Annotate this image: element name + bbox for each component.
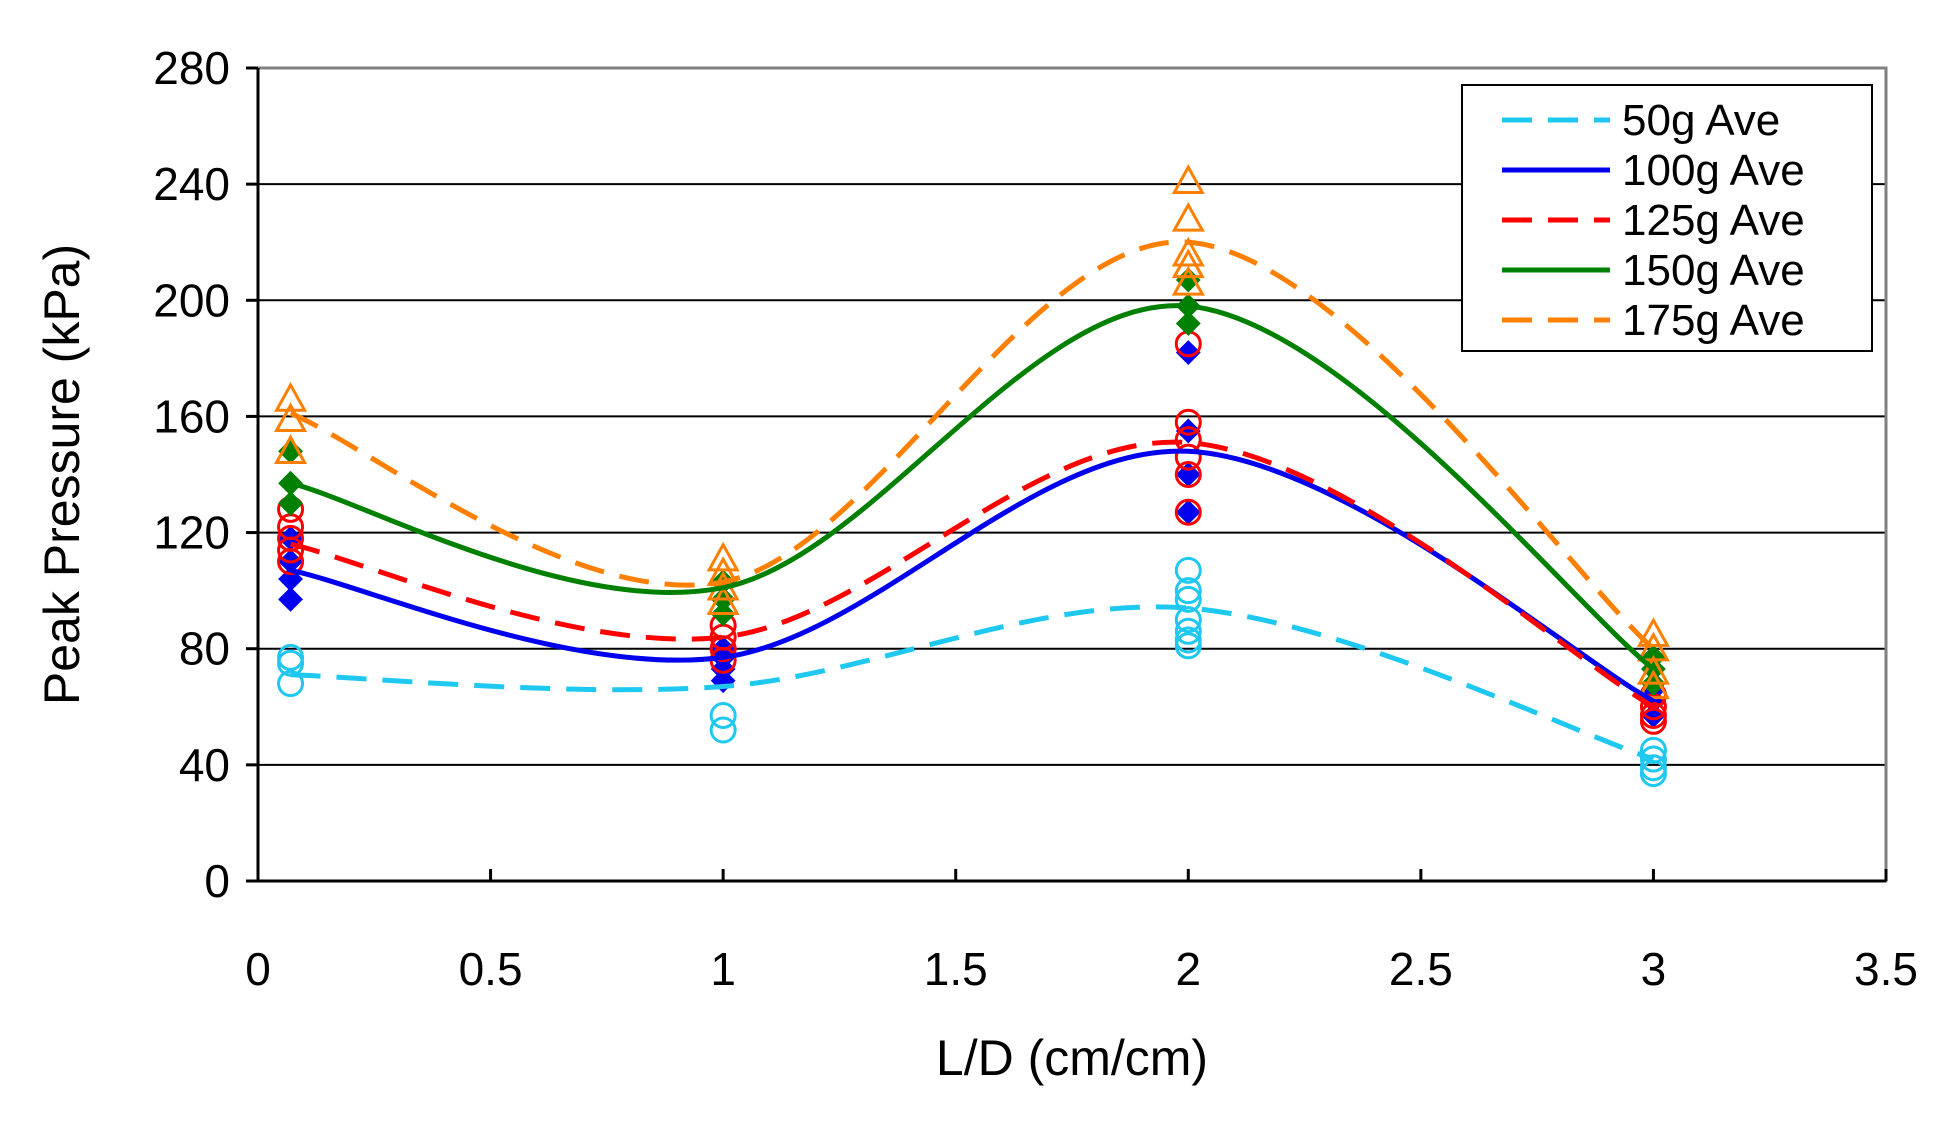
data-point-50g-ave (709, 701, 737, 729)
data-point-175g-ave (1636, 654, 1670, 685)
legend-label-150g-ave: 150g Ave (1622, 246, 1805, 295)
y-axis-title: Peak Pressure (kPa) (34, 244, 90, 705)
data-point-175g-ave (1171, 164, 1205, 194)
data-point-175g-ave (1171, 201, 1205, 232)
data-point-50g-ave (1174, 617, 1202, 645)
data-point-50g-ave (1639, 760, 1667, 788)
data-point-100g-ave (1175, 340, 1201, 365)
data-point-175g-ave (274, 434, 308, 464)
average-line-125g-ave (290, 439, 1655, 709)
y-tick-label: 280 (153, 42, 230, 94)
legend-label-175g-ave: 175g Ave (1622, 296, 1805, 345)
tick-labels: 0 40 80 120 160 200 240 280 0 0.5 1 1.5 2 2.5 3 3.5 (153, 42, 1918, 995)
x-tick-label: 1.5 (924, 943, 988, 995)
data-point-50g-ave (1174, 606, 1202, 634)
data-point-150g-ave (1175, 311, 1201, 336)
data-point-125g-ave (1639, 707, 1667, 735)
data-point-50g-ave (1174, 585, 1202, 613)
y-tick-label: 0 (204, 855, 230, 907)
data-point-100g-ave (1175, 418, 1201, 444)
data-point-175g-ave (1171, 248, 1205, 279)
average-line-50g-ave (290, 604, 1655, 762)
legend-label-100g-ave: 100g Ave (1622, 146, 1805, 195)
data-point-175g-ave (1636, 617, 1670, 647)
data-point-50g-ave (1639, 745, 1667, 773)
y-tick-label: 40 (179, 739, 230, 791)
data-point-175g-ave (706, 541, 740, 572)
data-point-50g-ave (1174, 577, 1202, 605)
data-point-150g-ave (278, 491, 303, 516)
average-line-150g-ave (290, 303, 1655, 671)
data-point-125g-ave (709, 635, 737, 663)
legend-label-50g-ave: 50g Ave (1622, 96, 1780, 145)
y-tick-label: 120 (153, 507, 230, 559)
data-point-125g-ave (1174, 461, 1202, 488)
x-tick-label: 0.5 (459, 943, 523, 995)
y-tick-label: 80 (179, 623, 230, 675)
data-point-125g-ave (1174, 498, 1202, 526)
data-point-50g-ave (1174, 632, 1202, 660)
data-point-100g-ave (278, 586, 303, 612)
x-axis-title: L/D (cm/cm) (936, 1030, 1208, 1086)
x-tick-label: 2 (1175, 943, 1201, 995)
x-tick-label: 0 (245, 943, 271, 995)
data-point-175g-ave (274, 381, 308, 412)
data-point-50g-ave (1174, 556, 1202, 584)
data-point-50g-ave (277, 670, 305, 698)
x-tick-label: 2.5 (1389, 943, 1453, 995)
data-point-50g-ave (709, 716, 737, 744)
series-175g-ave (274, 164, 1670, 700)
data-point-125g-ave (1174, 408, 1202, 436)
data-point-125g-ave (277, 536, 305, 564)
data-point-125g-ave (1174, 443, 1202, 471)
data-point-125g-ave (277, 548, 305, 576)
x-tick-label: 3.5 (1854, 943, 1918, 995)
data-point-175g-ave (1171, 236, 1205, 267)
y-tick-label: 200 (153, 274, 230, 326)
average-line-175g-ave (289, 239, 1656, 651)
axes (246, 66, 1888, 883)
y-tick-label: 160 (153, 390, 230, 442)
data-point-175g-ave (706, 585, 740, 615)
series-layer (274, 164, 1670, 788)
series-50g-ave (277, 556, 1667, 788)
y-tick-label: 240 (153, 158, 230, 210)
data-point-50g-ave (277, 649, 305, 677)
data-point-175g-ave (1171, 265, 1205, 296)
legend-label-125g-ave: 125g Ave (1622, 196, 1805, 245)
x-tick-label: 3 (1641, 943, 1667, 995)
x-tick-label: 1 (710, 943, 736, 995)
data-point-175g-ave (1636, 669, 1670, 700)
